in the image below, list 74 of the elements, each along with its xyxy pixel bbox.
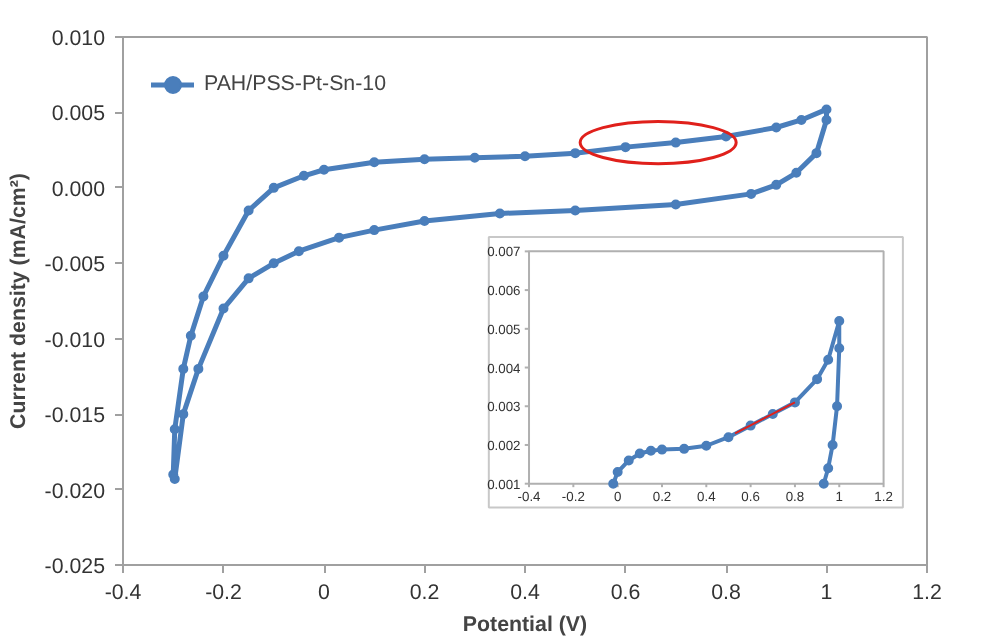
point [218,250,229,261]
point [645,445,656,456]
point [818,478,829,489]
point [193,363,204,374]
x-tick-label: -0.4 [104,581,142,605]
y-axis-title: Current density (mA/cm²) [6,172,31,429]
point [701,440,712,451]
y-tick-label: -0.015 [44,404,106,429]
point [520,151,530,162]
point [821,104,832,115]
point [821,114,832,125]
point [623,455,634,466]
point [827,439,838,450]
point [319,164,329,175]
x-tick-label: 0.4 [510,581,540,605]
point [419,216,430,227]
point [771,122,782,133]
point [494,208,505,219]
y-tick-label: 0.010 [51,27,106,51]
point [570,148,581,159]
point [369,157,380,168]
x-tick-label: 0.8 [711,581,741,605]
point [812,374,823,385]
point [169,424,180,435]
point [796,114,807,125]
point [823,354,834,365]
point [268,258,279,269]
x-tick-label: -0.2 [205,581,243,605]
point [823,463,834,474]
x-axis-title: Potential (V) [462,613,589,637]
point [656,444,667,455]
point [679,443,690,454]
point [612,467,623,478]
point [298,170,309,181]
point [570,205,581,216]
point [771,179,782,190]
point [608,478,619,489]
point [832,401,843,412]
point [369,225,380,236]
point [746,188,757,199]
point [670,199,681,210]
point [811,148,822,159]
point [198,291,209,302]
y-tick-label: -0.020 [44,479,106,504]
point [178,363,189,374]
point [178,409,189,420]
y-tick-label: -0.025 [44,555,106,579]
point [268,182,279,193]
x-tick-label: 0 [318,581,331,605]
point [834,316,845,327]
y-tick-label: 0.000 [51,177,106,202]
point [243,273,254,284]
point [334,232,345,243]
legend-label: PAH/PSS-Pt-Sn-10 [204,72,387,96]
point [634,448,645,459]
x-tick-label: 0.2 [409,581,440,605]
y-tick-label: -0.005 [44,253,106,278]
point [791,167,802,178]
point [419,154,430,165]
point [723,432,734,443]
point [293,246,304,257]
point [243,205,254,216]
x-tick-label: 0.6 [610,581,641,605]
point [185,330,196,341]
point [834,343,845,354]
x-tick-label: 1 [820,581,833,605]
point [469,152,480,163]
y-tick-label: 0.005 [51,102,106,127]
point [620,142,631,153]
point [218,303,229,314]
x-tick-label: 1.2 [912,581,942,605]
y-tick-label: -0.010 [44,328,106,353]
point [670,137,681,148]
point [169,474,180,484]
